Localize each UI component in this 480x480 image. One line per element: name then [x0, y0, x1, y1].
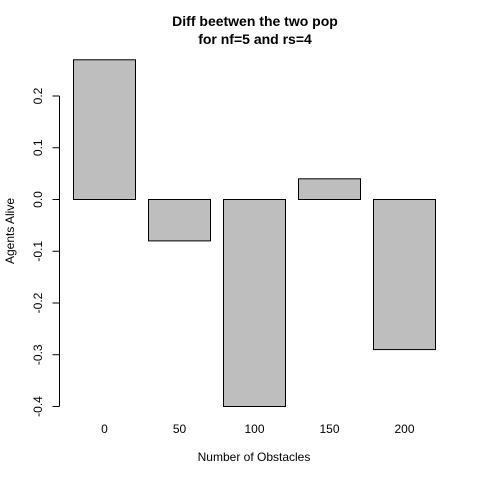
chart-title-line-1: Diff beetwen the two pop	[172, 13, 338, 29]
x-tick-label-100: 100	[244, 422, 264, 436]
bar-100	[223, 199, 286, 407]
y-tick-label: -0.4	[31, 396, 45, 417]
y-tick-label: -0.1	[31, 241, 45, 262]
x-tick-label-0: 0	[101, 422, 108, 436]
bars-group	[73, 59, 436, 407]
x-tick-label-50: 50	[173, 422, 187, 436]
y-tick-label: 0.2	[31, 87, 45, 104]
x-tick-labels: 0 50 100 150 200	[101, 422, 415, 436]
y-tick-label: -0.2	[31, 292, 45, 313]
bar-150	[298, 178, 361, 201]
y-axis: -0.4 -0.3 -0.2 -0.1 0.0 0.1 0.2	[31, 87, 60, 417]
bar-0	[73, 59, 136, 201]
chart-title-line-2: for nf=5 and rs=4	[198, 31, 312, 47]
x-axis-label: Number of Obstacles	[198, 450, 311, 464]
y-tick-label: 0.1	[31, 139, 45, 156]
y-tick-label: 0.0	[31, 191, 45, 208]
x-tick-label-200: 200	[394, 422, 414, 436]
y-axis-label: Agents Alive	[3, 198, 17, 264]
y-tick-label: -0.3	[31, 344, 45, 365]
bar-50	[148, 199, 211, 242]
x-tick-label-150: 150	[319, 422, 339, 436]
bar-200	[373, 199, 436, 351]
